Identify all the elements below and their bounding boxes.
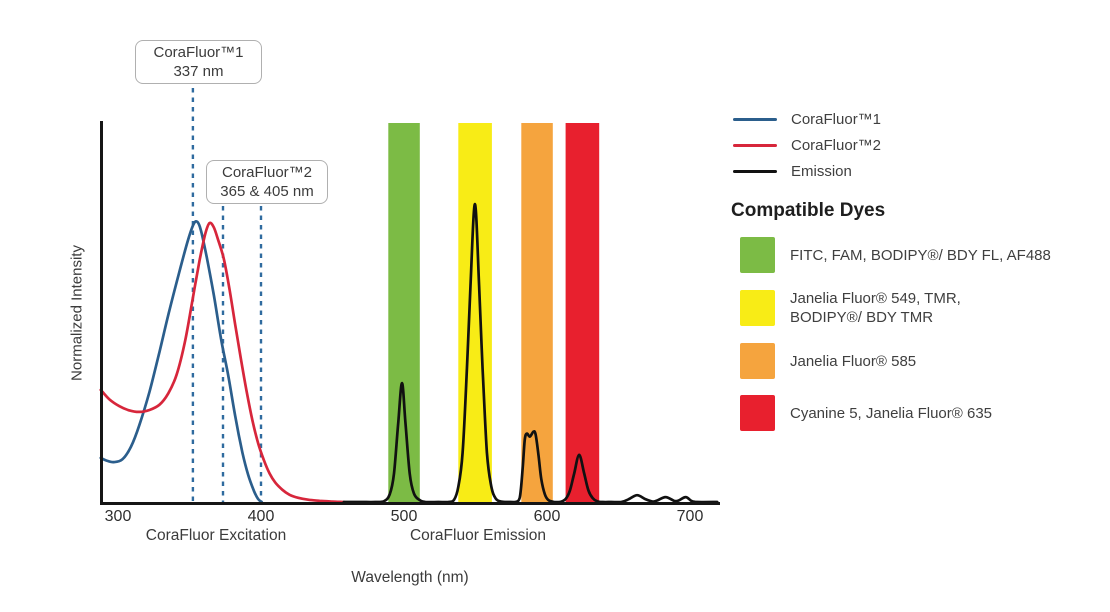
callout-corafluor1-excitation: CoraFluor™1 337 nm (135, 40, 262, 84)
dye-label: Cyanine 5, Janelia Fluor® 635 (790, 404, 993, 422)
legend: CoraFluor™1 CoraFluor™2 Emission (733, 106, 881, 184)
callout-wavelength: 337 nm (173, 63, 224, 80)
dye-row-1: FITC, FAM, BODIPY®/ BDY FL, AF488 (740, 237, 1051, 273)
curve-corafluor1-excitation (99, 219, 264, 504)
legend-row-3: Emission (733, 158, 881, 184)
curve-corafluor2-excitation (99, 221, 346, 504)
compatible-dyes-heading: Compatible Dyes (731, 200, 886, 221)
curve-emission (342, 202, 719, 504)
legend-line-swatch (733, 143, 777, 147)
y-axis-label: Normalized Intensity (68, 245, 86, 381)
x-section-label-excitation: CoraFluor Excitation (145, 527, 287, 544)
dye-row-2: Janelia Fluor® 549, TMR, BODIPY®/ BDY TMR (740, 289, 1051, 327)
dye-swatch (740, 290, 775, 326)
dye-swatch (740, 395, 775, 431)
legend-label: CoraFluor™1 (791, 110, 882, 128)
x-tick-label-700: 700 (676, 508, 704, 525)
dye-band-red (565, 123, 600, 502)
legend-line-swatch (733, 169, 777, 173)
x-tick-label-500: 500 (390, 508, 418, 525)
excitation-marker-lines (191, 88, 263, 502)
x-section-label-emission: CoraFluor Emission (409, 527, 547, 544)
x-tick-label-400: 400 (247, 508, 275, 525)
dye-label: FITC, FAM, BODIPY®/ BDY FL, AF488 (790, 246, 1051, 264)
x-axis-label: Wavelength (nm) (351, 569, 469, 586)
dye-band-green (388, 123, 420, 502)
dye-row-4: Cyanine 5, Janelia Fluor® 635 (740, 395, 1051, 431)
legend-line-swatch (733, 117, 777, 121)
x-tick-label-600: 600 (533, 508, 561, 525)
callout-corafluor2-excitation: CoraFluor™2 365 & 405 nm (206, 160, 328, 204)
spectra-curves (99, 202, 719, 504)
callout-title: CoraFluor™1 (153, 44, 244, 61)
dye-swatch (740, 343, 775, 379)
callout-title: CoraFluor™2 (221, 164, 313, 181)
compatible-dyes-list: FITC, FAM, BODIPY®/ BDY FL, AF488 Janelia… (740, 237, 1051, 447)
legend-row-2: CoraFluor™2 (733, 132, 881, 158)
dye-filter-bands (388, 123, 600, 502)
legend-label: CoraFluor™2 (791, 136, 882, 154)
legend-label: Emission (791, 162, 852, 180)
callout-wavelength: 365 & 405 nm (220, 183, 314, 200)
dye-label: Janelia Fluor® 585 (790, 352, 917, 370)
axes-lines (100, 121, 720, 505)
dye-swatch (740, 237, 775, 273)
legend-row-1: CoraFluor™1 (733, 106, 881, 132)
dye-row-3: Janelia Fluor® 585 (740, 343, 1051, 379)
dye-label: Janelia Fluor® 549, TMR, BODIPY®/ BDY TMR (790, 290, 961, 326)
x-tick-label-300: 300 (104, 508, 132, 525)
